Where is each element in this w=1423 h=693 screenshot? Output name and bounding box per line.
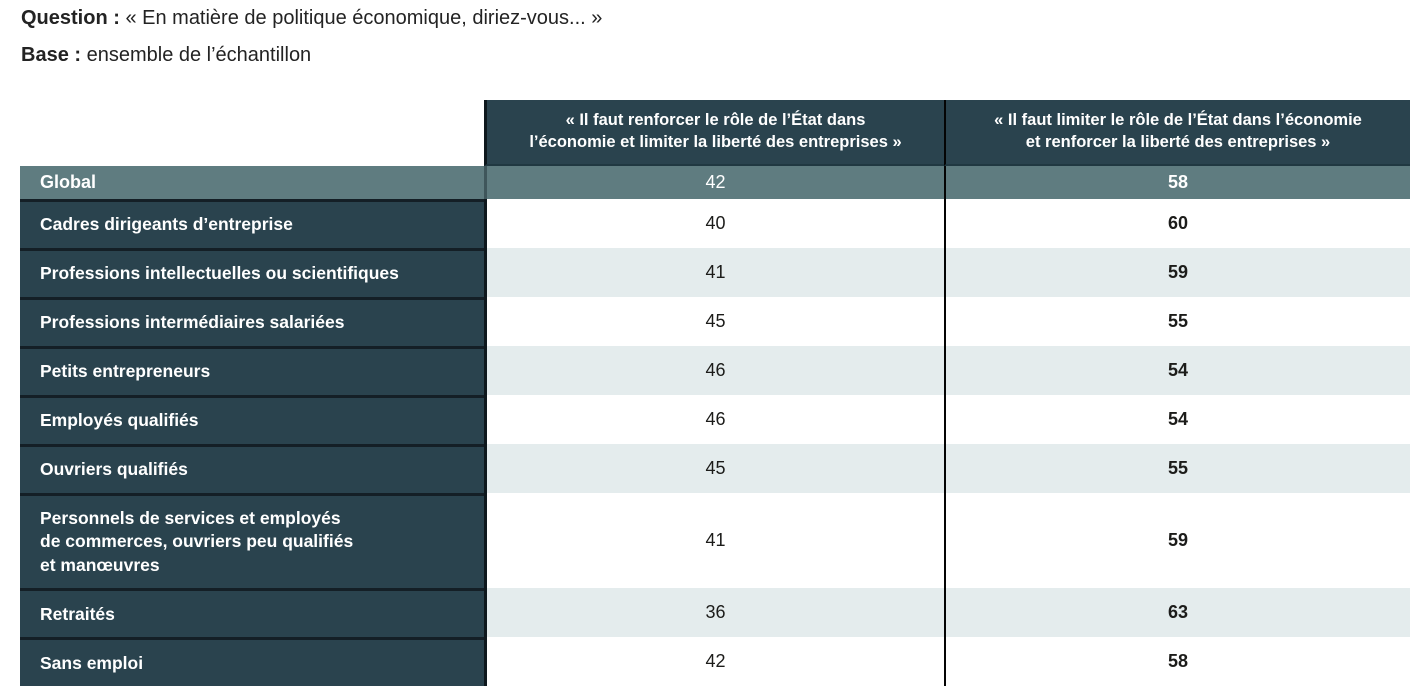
table-row: Retraités 36 63 bbox=[20, 588, 1410, 638]
row-label: Personnels de services et employés de co… bbox=[20, 493, 484, 589]
table-row: Ouvriers qualifiés 45 55 bbox=[20, 444, 1410, 493]
row-value-limiter: 58 bbox=[944, 637, 1410, 687]
row-value-limiter: 55 bbox=[944, 297, 1410, 346]
row-value-limiter: 63 bbox=[944, 588, 1410, 638]
row-label: Global bbox=[20, 166, 484, 199]
row-value-limiter: 58 bbox=[944, 166, 1410, 199]
row-value-renforcer: 42 bbox=[484, 166, 944, 199]
table-row: Professions intellectuelles ou scientifi… bbox=[20, 248, 1410, 297]
results-table: « Il faut renforcer le rôle de l’État da… bbox=[20, 100, 1410, 687]
header-spacer bbox=[20, 100, 484, 166]
table-row: Professions intermédiaires salariées 45 … bbox=[20, 297, 1410, 346]
row-label: Employés qualifiés bbox=[20, 395, 484, 444]
base-label: Base : bbox=[21, 44, 82, 66]
base-text: ensemble de l’échantillon bbox=[86, 44, 312, 66]
row-label: Cadres dirigeants d’entreprise bbox=[20, 199, 484, 248]
row-value-renforcer: 41 bbox=[484, 493, 944, 589]
row-label: Retraités bbox=[20, 588, 484, 638]
row-label: Petits entrepreneurs bbox=[20, 346, 484, 395]
row-value-renforcer: 45 bbox=[484, 297, 944, 346]
row-label: Sans emploi bbox=[20, 637, 484, 687]
row-label: Professions intellectuelles ou scientifi… bbox=[20, 248, 484, 297]
title-block: Question : « En matière de politique éco… bbox=[21, 6, 602, 80]
row-value-renforcer: 40 bbox=[484, 199, 944, 248]
row-label: Ouvriers qualifiés bbox=[20, 444, 484, 493]
table-row: Sans emploi 42 58 bbox=[20, 637, 1410, 687]
table-row: Employés qualifiés 46 54 bbox=[20, 395, 1410, 444]
question-line: Question : « En matière de politique éco… bbox=[21, 6, 602, 30]
row-value-limiter: 54 bbox=[944, 395, 1410, 444]
table-row: Petits entrepreneurs 46 54 bbox=[20, 346, 1410, 395]
base-line: Base : ensemble de l’échantillon bbox=[21, 43, 602, 67]
row-value-renforcer: 41 bbox=[484, 248, 944, 297]
row-value-limiter: 55 bbox=[944, 444, 1410, 493]
table-row: Global 42 58 bbox=[20, 166, 1410, 199]
row-value-limiter: 54 bbox=[944, 346, 1410, 395]
question-label: Question : bbox=[21, 7, 120, 29]
row-value-renforcer: 36 bbox=[484, 588, 944, 638]
table-body: Global 42 58 Cadres dirigeants d’entrepr… bbox=[20, 166, 1410, 687]
row-value-limiter: 59 bbox=[944, 248, 1410, 297]
row-value-renforcer: 46 bbox=[484, 395, 944, 444]
row-label: Professions intermédiaires salariées bbox=[20, 297, 484, 346]
question-text: « En matière de politique économique, di… bbox=[125, 7, 603, 29]
table-row: Personnels de services et employés de co… bbox=[20, 493, 1410, 589]
row-value-renforcer: 42 bbox=[484, 637, 944, 687]
row-value-limiter: 60 bbox=[944, 199, 1410, 248]
row-value-limiter: 59 bbox=[944, 493, 1410, 589]
table-row: Cadres dirigeants d’entreprise 40 60 bbox=[20, 199, 1410, 248]
column-header-limiter-etat: « Il faut limiter le rôle de l’État dans… bbox=[944, 100, 1410, 166]
table-header-row: « Il faut renforcer le rôle de l’État da… bbox=[20, 100, 1410, 166]
row-value-renforcer: 46 bbox=[484, 346, 944, 395]
row-value-renforcer: 45 bbox=[484, 444, 944, 493]
column-header-renforcer-etat: « Il faut renforcer le rôle de l’État da… bbox=[484, 100, 944, 166]
